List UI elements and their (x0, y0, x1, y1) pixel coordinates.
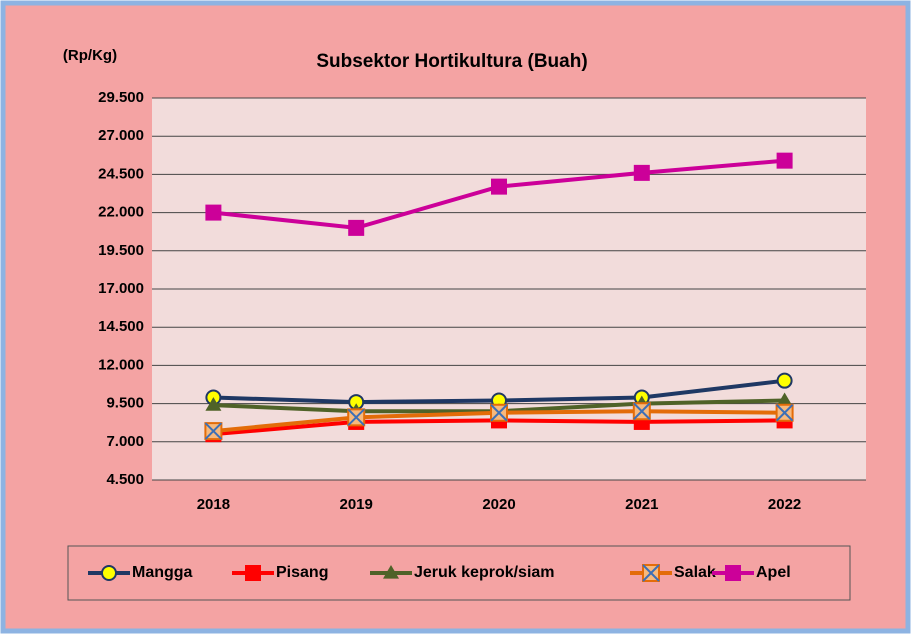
y-tick-label: 14.500 (98, 318, 144, 335)
point (776, 392, 793, 407)
point (205, 397, 222, 411)
legend-label: Jeruk keprok/siam (414, 564, 555, 581)
y-axis-label: (Rp/Kg) (63, 47, 117, 64)
point (245, 565, 261, 581)
y-tick-label: 9.500 (106, 395, 144, 412)
y-tick-label: 4.500 (106, 471, 144, 488)
point (725, 565, 741, 581)
y-tick-label: 7.000 (106, 433, 144, 450)
legend-label: Apel (756, 564, 791, 581)
legend-label: Pisang (276, 564, 328, 581)
point-cross (490, 404, 508, 422)
x-tick-label: 2020 (482, 496, 515, 513)
point (348, 219, 365, 236)
point (776, 152, 793, 169)
y-tick-label: 29.500 (98, 89, 144, 106)
legend-label: Salak (674, 564, 716, 581)
point (205, 204, 222, 221)
point-cross (775, 404, 794, 422)
x-tick-label: 2021 (625, 496, 658, 513)
y-tick-label: 24.500 (98, 165, 144, 182)
point (776, 372, 793, 389)
y-tick-label: 17.000 (98, 280, 144, 297)
legend-label: Mangga (132, 564, 193, 581)
y-tick-label: 27.000 (98, 127, 144, 144)
point-cross (204, 422, 223, 440)
chart-title: Subsektor Hortikultura (Buah) (316, 51, 587, 72)
x-tick-label: 2018 (197, 496, 230, 513)
point-cross (633, 402, 651, 420)
y-tick-label: 12.000 (98, 356, 144, 373)
y-tick-label: 22.000 (98, 204, 144, 221)
x-tick-label: 2019 (340, 496, 373, 513)
point (101, 565, 117, 581)
point (491, 178, 507, 195)
point (383, 565, 399, 579)
point (633, 164, 650, 181)
y-tick-label: 19.500 (98, 242, 144, 259)
x-tick-label: 2022 (768, 496, 801, 513)
point-cross (347, 408, 365, 427)
point-cross (642, 564, 660, 582)
